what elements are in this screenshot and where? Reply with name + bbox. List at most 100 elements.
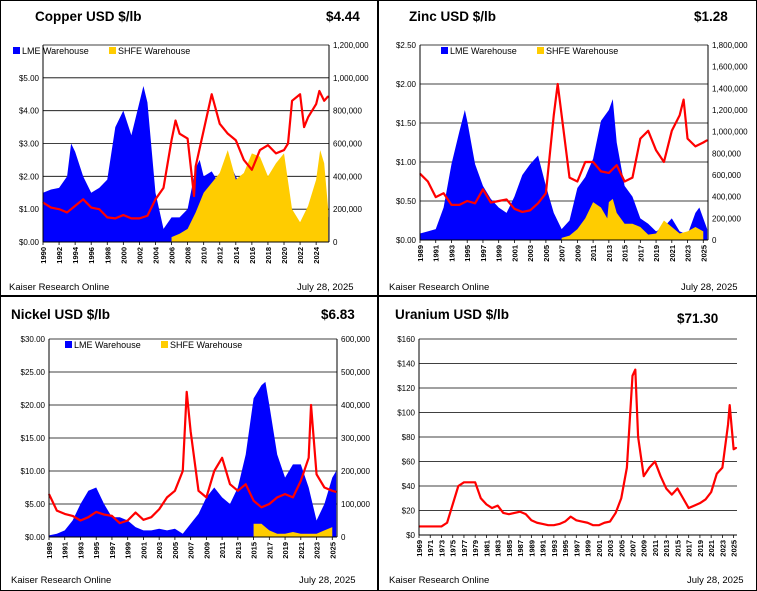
x-tick-label: 1975 xyxy=(449,540,458,557)
price-point xyxy=(502,512,504,514)
y-right-tick-label: 600,000 xyxy=(333,140,362,149)
price-point xyxy=(659,475,662,477)
price-point xyxy=(452,503,454,505)
price-point xyxy=(174,119,177,122)
price-point xyxy=(162,187,165,189)
lme-warehouse-area xyxy=(420,99,708,241)
nickel-price: $6.83 xyxy=(321,307,355,322)
x-tick-label: 2015 xyxy=(250,542,259,559)
y-right-tick-label: 1,000,000 xyxy=(333,74,369,83)
price-point xyxy=(64,513,66,515)
price-point xyxy=(237,490,239,492)
x-tick-label: 2025 xyxy=(699,245,708,262)
x-tick-label: 1999 xyxy=(584,540,593,557)
price-point xyxy=(429,525,431,528)
price-point xyxy=(98,208,100,210)
price-point xyxy=(440,525,443,528)
price-point xyxy=(564,520,566,523)
uranium-date: July 28, 2025 xyxy=(687,575,744,586)
price-point xyxy=(542,523,544,525)
x-tick-label: 1991 xyxy=(539,540,548,557)
price-point xyxy=(323,486,326,489)
x-tick-label: 2024 xyxy=(312,246,321,264)
x-tick-label: 1993 xyxy=(550,540,559,557)
x-tick-label: 2011 xyxy=(651,540,660,556)
y-left-tick-label: $2.50 xyxy=(396,41,417,50)
x-tick-label: 1971 xyxy=(426,540,435,557)
nickel-chart: $0.00 $5.00 $10.00 $15.00 $20.00 $25.00 $30.00… xyxy=(21,335,371,559)
y-right-tick-label: 400,000 xyxy=(341,401,370,410)
x-tick-label: 2019 xyxy=(652,245,661,262)
x-tick-label: 2021 xyxy=(668,245,677,262)
legend-swatch-shfe xyxy=(161,341,168,348)
price-point xyxy=(327,95,329,97)
price-point xyxy=(213,470,215,472)
price-point xyxy=(683,99,685,101)
price-point xyxy=(525,513,527,515)
y-right-tick-label: 600,000 xyxy=(341,335,370,344)
zinc-panel: Zinc USD $/lb $1.28 $0.00 $0.50 $1.00 $1.50… xyxy=(378,0,757,296)
price-point xyxy=(276,496,278,498)
x-tick-label: 2005 xyxy=(171,542,180,559)
price-point xyxy=(631,177,634,179)
y-left-tick-label: $1.00 xyxy=(19,205,40,214)
price-point xyxy=(497,505,499,507)
y-left-tick-label: $160 xyxy=(397,335,415,344)
y-right-tick-label: 200,000 xyxy=(333,205,362,214)
x-tick-label: 1981 xyxy=(482,540,491,557)
y-left-tick-label: $20 xyxy=(402,507,416,516)
x-tick-label: 2012 xyxy=(216,247,225,264)
price-point xyxy=(648,467,650,469)
price-point xyxy=(166,496,168,498)
price-point xyxy=(721,467,723,469)
y-right-tick-label: 400,000 xyxy=(333,172,362,181)
price-point xyxy=(671,493,673,496)
price-point xyxy=(485,503,488,505)
legend-swatch-lme xyxy=(65,341,72,348)
price-point xyxy=(259,149,261,151)
price-point xyxy=(106,216,108,218)
x-tick-label: 2007 xyxy=(187,542,196,559)
x-tick-label: 2019 xyxy=(281,542,290,559)
y-left-tick-label: $15.00 xyxy=(21,434,46,443)
price-point xyxy=(427,180,429,183)
price-line xyxy=(419,82,708,214)
x-tick-label: 2009 xyxy=(640,540,649,557)
price-point xyxy=(474,202,476,204)
price-point xyxy=(303,126,305,128)
price-point xyxy=(600,170,602,172)
price-point xyxy=(581,520,583,523)
price-point xyxy=(547,524,549,526)
y-right-tick-label: 200,000 xyxy=(341,467,370,476)
price-point xyxy=(686,138,689,140)
price-point xyxy=(114,217,116,219)
price-point xyxy=(174,490,176,492)
x-tick-label: 2017 xyxy=(685,540,694,557)
x-tick-label: 2023 xyxy=(313,542,322,559)
x-tick-label: 2010 xyxy=(200,247,209,264)
price-point xyxy=(490,201,492,204)
price-point xyxy=(575,519,577,521)
price-point xyxy=(95,511,97,513)
lme-warehouse-area xyxy=(49,381,337,537)
price-point xyxy=(592,524,594,526)
price-point xyxy=(702,141,704,144)
price-point xyxy=(468,481,471,483)
legend-label-lme: LME Warehouse xyxy=(22,46,89,56)
price-point xyxy=(150,516,152,518)
y-left-tick-label: $4.00 xyxy=(19,107,40,116)
uranium-source: Kaiser Research Online xyxy=(389,575,490,586)
price-point xyxy=(631,375,634,377)
copper-chart: $0.00 $1.00 $2.00 $3.00 $4.00 $5.00 0 200,000 40… xyxy=(13,41,369,264)
price-point xyxy=(716,473,718,475)
price-point xyxy=(558,523,561,525)
y-right-tick-label: 100,000 xyxy=(341,500,370,509)
price-point xyxy=(268,503,270,505)
y-right-tick-label: 600,000 xyxy=(712,171,741,180)
x-tick-label: 1983 xyxy=(494,540,503,557)
price-point xyxy=(158,508,160,510)
x-tick-label: 2001 xyxy=(595,540,604,557)
x-tick-label: 2022 xyxy=(296,247,305,264)
uranium-price: $71.30 xyxy=(677,311,719,326)
price-point xyxy=(103,513,105,516)
